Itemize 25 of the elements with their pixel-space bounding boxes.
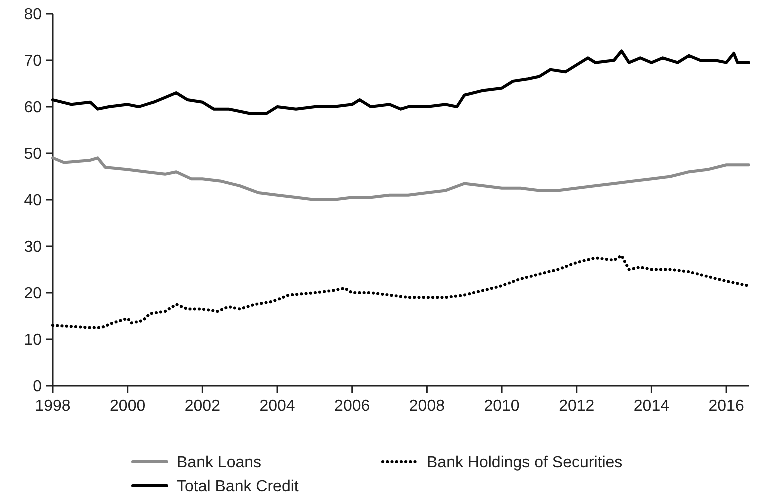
y-tick-label: 60	[24, 100, 42, 117]
y-tick-label: 30	[24, 239, 42, 256]
line-series	[52, 254, 750, 330]
y-tick-label: 70	[24, 53, 42, 70]
x-tick-label: 2010	[484, 398, 520, 415]
x-tick-label: 2016	[708, 398, 744, 415]
x-tick-label: 2012	[559, 398, 595, 415]
legend-label: Bank Loans	[177, 454, 262, 472]
y-tick-label: 40	[24, 192, 42, 210]
legend-label: Total Bank Credit	[177, 478, 300, 496]
x-tick-label: 2002	[184, 398, 221, 415]
x-tick-label: 1998	[35, 398, 71, 415]
x-tick-label: 2000	[110, 398, 146, 415]
line-series	[52, 156, 750, 202]
x-tick-label: 2004	[260, 398, 296, 415]
y-tick-label: 0	[33, 378, 42, 396]
y-tick-label: 50	[24, 146, 42, 164]
x-tick-label: 2008	[409, 398, 446, 415]
legend-label: Bank Holdings of Securities	[427, 454, 623, 472]
x-tick-label: 2014	[634, 398, 670, 415]
line-series	[52, 50, 750, 116]
y-tick-label: 20	[24, 286, 42, 303]
x-tick-label: 2006	[334, 398, 370, 415]
y-tick-label: 10	[24, 332, 42, 350]
y-tick-label: 80	[24, 6, 42, 24]
